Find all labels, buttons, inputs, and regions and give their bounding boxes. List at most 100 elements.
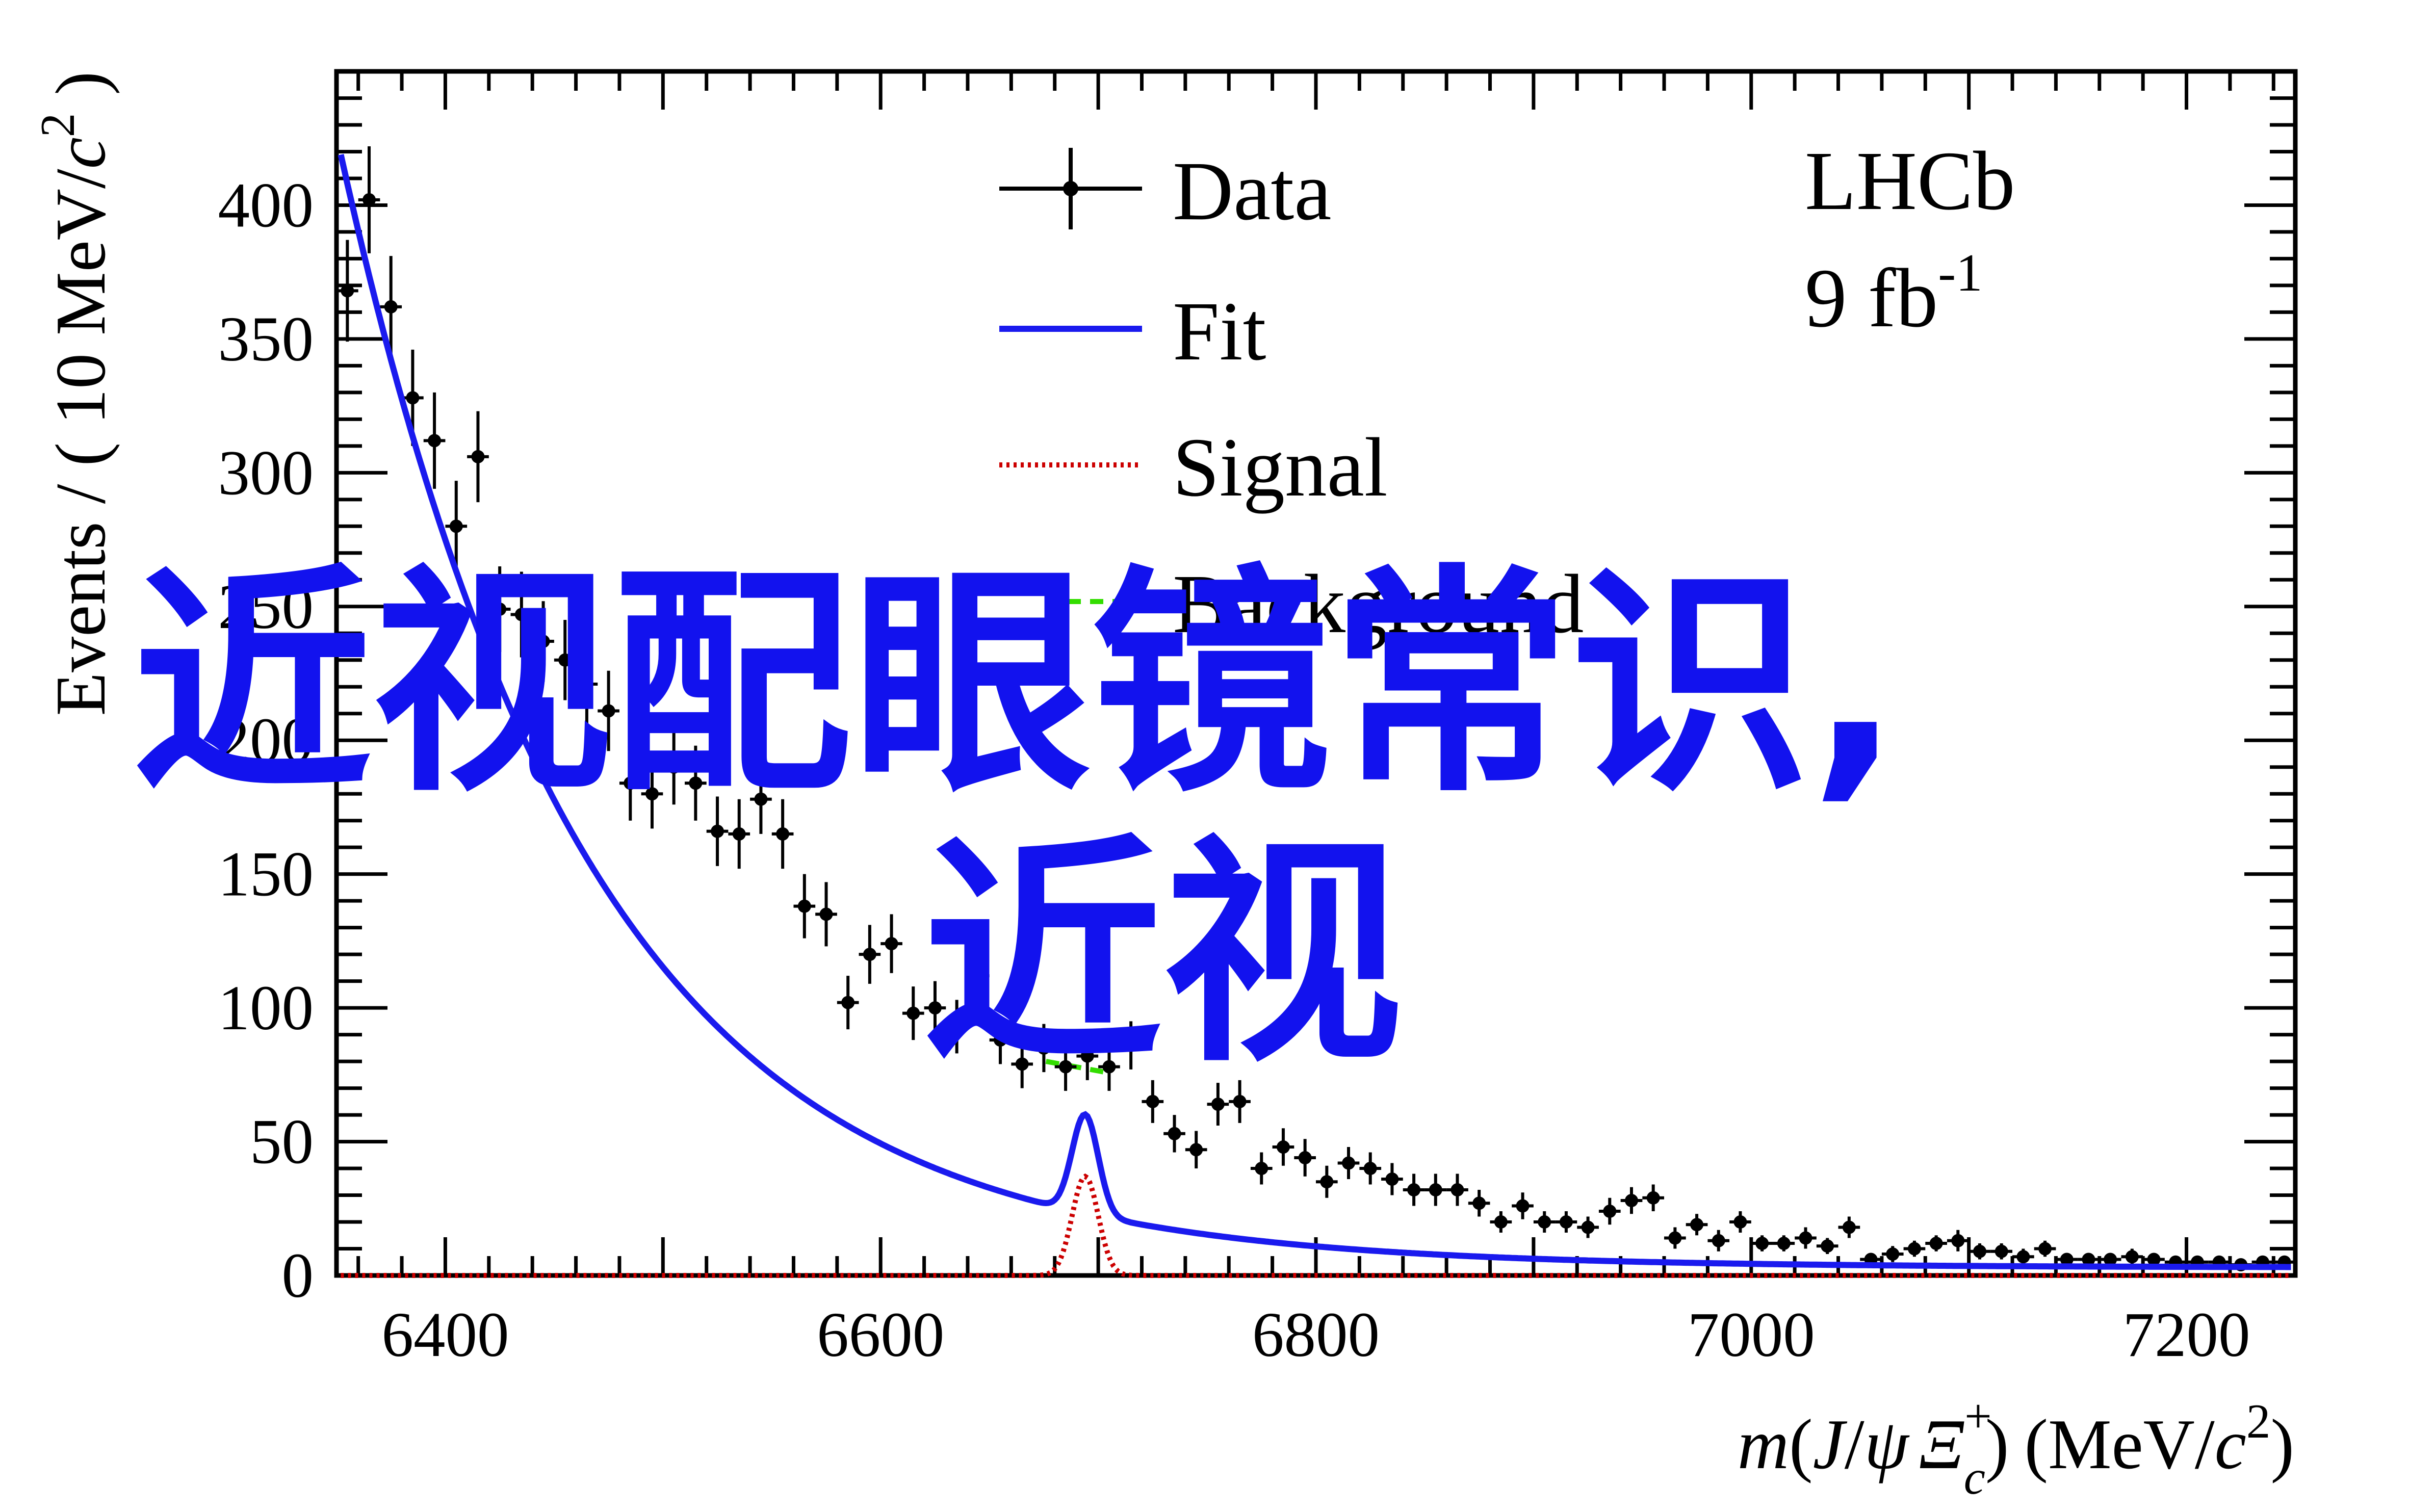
data-point (532, 601, 554, 682)
overlay-watermark: 近视配眼镜常识, 近视 (133, 545, 1901, 1094)
y-axis-title-two: 2 (31, 113, 85, 138)
data-point-marker (1429, 1183, 1442, 1197)
data-point-marker (558, 653, 572, 667)
data-point (837, 976, 859, 1030)
data-point (510, 571, 533, 658)
data-point-marker (341, 284, 354, 298)
data-point-marker (471, 450, 485, 463)
data-point (1011, 1040, 1033, 1088)
data-point-marker (1994, 1244, 2008, 1258)
data-point (1686, 1214, 1708, 1236)
data-point (1903, 1240, 1926, 1257)
data-point (989, 1015, 1012, 1064)
y-axis-title: Events / ( 10 MeV/c2 ) (31, 71, 120, 716)
data-point-marker (1255, 1162, 1268, 1176)
x-tick-label: 6600 (817, 1300, 944, 1370)
data-point-marker (1821, 1239, 1834, 1253)
data-point-marker (841, 996, 855, 1009)
data-point-marker (1298, 1151, 1312, 1165)
luminosity-value: 9 fb (1805, 251, 1938, 345)
data-point (771, 799, 794, 869)
data-point-marker (689, 776, 703, 790)
data-point (1207, 1083, 1229, 1126)
data-point (1468, 1190, 1490, 1217)
legend-entry-fit: Fit (999, 284, 1266, 378)
legend-data-marker (1063, 181, 1078, 196)
data-point (380, 256, 402, 358)
data-point (1359, 1152, 1382, 1185)
x-tick-label: 7000 (1688, 1300, 1815, 1370)
data-point (1337, 1147, 1360, 1180)
data-point (1729, 1211, 1751, 1233)
x-axis-title-j: J (1813, 1405, 1848, 1484)
data-point (1620, 1187, 1643, 1214)
data-point-marker (754, 792, 768, 806)
data-point (1120, 1021, 1142, 1070)
data-point (488, 566, 511, 653)
legend: Data Fit Signal Background (999, 144, 1584, 650)
x-tick-labels: 6400 6600 6800 7000 7200 (381, 1300, 2250, 1370)
x-axis-title-units: (MeV/ (2024, 1405, 2214, 1484)
data-point-marker (1146, 1094, 1159, 1108)
data-point (2078, 1253, 2100, 1266)
x-axis-title-close: ) (1985, 1405, 2009, 1484)
y-tick-label: 250 (218, 572, 314, 642)
data-point (1163, 1115, 1185, 1153)
data-point (750, 764, 772, 834)
data-point (793, 874, 816, 939)
data-point (1424, 1174, 1447, 1206)
data-point-marker (536, 635, 550, 648)
data-point-marker (994, 1033, 1007, 1047)
data-point-marker (1363, 1162, 1377, 1176)
data-point-marker (1603, 1205, 1617, 1218)
y-axis-title-events: Events / ( 10 MeV/ (41, 169, 120, 716)
data-point-marker (667, 760, 681, 774)
data-point (1598, 1197, 1621, 1225)
data-point-marker (645, 787, 659, 801)
data-point (2056, 1253, 2078, 1266)
data-point (1185, 1131, 1207, 1169)
data-point (467, 411, 489, 503)
data-point (1925, 1235, 1947, 1252)
data-point (1098, 1042, 1120, 1091)
data-point (1381, 1163, 1403, 1195)
data-point (1229, 1080, 1251, 1123)
data-point-marker (797, 899, 811, 913)
data-point-marker (928, 1001, 942, 1015)
data-point (1555, 1211, 1577, 1233)
data-point (336, 240, 358, 342)
data-point-marker (2104, 1253, 2117, 1266)
data-point (1446, 1174, 1468, 1206)
data-point (1751, 1235, 1773, 1252)
y-tick-label: 200 (218, 706, 314, 776)
data-point-marker (2038, 1242, 2052, 1256)
data-point-marker (1559, 1215, 1573, 1229)
data-point (1881, 1246, 1904, 1262)
data-point-marker (1189, 1143, 1203, 1157)
data-point-marker (950, 1020, 964, 1033)
data-point (1490, 1211, 1512, 1233)
y-axis-ticks (336, 96, 2295, 1278)
legend-entry-signal: Signal (999, 421, 1388, 514)
data-point-marker (1494, 1215, 1508, 1229)
x-axis-title-psi: ψ (1864, 1405, 1910, 1484)
x-axis-title-end: ) (2270, 1405, 2294, 1484)
data-point (2143, 1253, 2165, 1266)
data-point (1642, 1184, 1665, 1212)
data-point-marker (1407, 1183, 1421, 1197)
data-point (1664, 1227, 1686, 1249)
data-point (1990, 1243, 2013, 1260)
x-axis-title: m(J/ψ Ξ+ c) (MeV/c2) (1738, 1389, 2294, 1504)
data-point (576, 644, 598, 724)
data-point-marker (362, 193, 376, 206)
data-point (1316, 1165, 1338, 1198)
x-axis-title-slash: / (1845, 1405, 1864, 1484)
data-point (619, 745, 641, 821)
signal-curve (341, 1173, 2291, 1278)
data-point (598, 670, 619, 751)
data-point-marker (885, 937, 898, 951)
data-point-marker (1080, 1049, 1094, 1063)
data-point (423, 392, 446, 489)
data-point-marker (1342, 1156, 1356, 1170)
data-point (902, 986, 924, 1040)
